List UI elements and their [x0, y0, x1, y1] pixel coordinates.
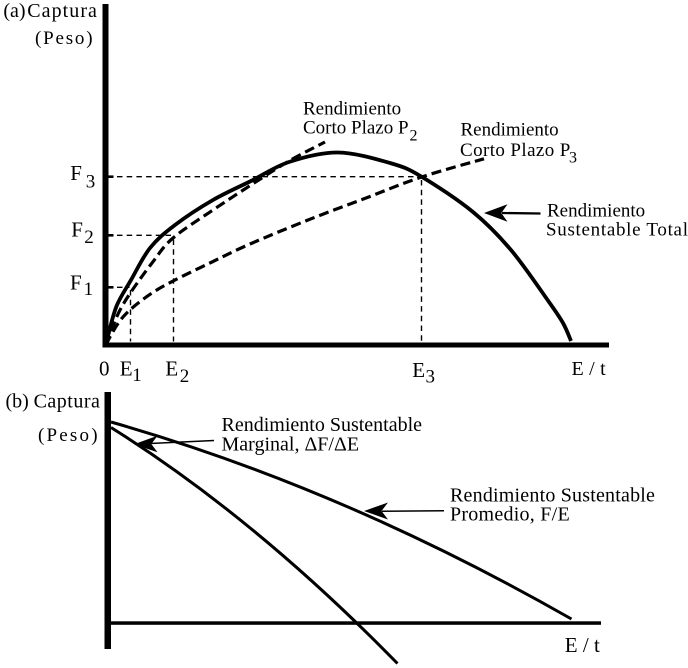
svg-text:2: 2 — [180, 366, 190, 387]
svg-text:1: 1 — [132, 365, 142, 386]
svg-text:3: 3 — [86, 171, 96, 192]
svg-text:1: 1 — [84, 279, 94, 300]
svg-text:Sustentable Total: Sustentable Total — [546, 219, 688, 240]
svg-text:Corto Plazo P: Corto Plazo P — [460, 140, 571, 161]
svg-text:(Peso): (Peso) — [35, 28, 94, 49]
svg-text:Rendimiento Sustentable: Rendimiento Sustentable — [222, 414, 423, 436]
svg-text:Captura: Captura — [27, 0, 98, 22]
svg-text:Rendimiento: Rendimiento — [461, 120, 559, 141]
svg-text:Rendimiento Sustentable: Rendimiento Sustentable — [450, 485, 655, 507]
svg-text:(Peso): (Peso) — [38, 425, 100, 446]
svg-text:Corto Plazo P: Corto Plazo P — [303, 118, 409, 139]
svg-text:Promedio, F/E: Promedio, F/E — [450, 503, 570, 525]
svg-text:F: F — [71, 217, 83, 241]
svg-text:2: 2 — [410, 128, 418, 145]
svg-text:Rendimiento: Rendimiento — [303, 99, 401, 120]
svg-text:E: E — [165, 357, 178, 381]
svg-text:F: F — [70, 161, 82, 185]
svg-text:0: 0 — [99, 357, 110, 381]
svg-text:3: 3 — [426, 367, 436, 388]
svg-text:E: E — [412, 358, 425, 382]
svg-text:(a): (a) — [3, 0, 25, 22]
svg-text:Marginal, ΔF/ΔE: Marginal, ΔF/ΔE — [222, 433, 360, 455]
svg-text:E / t: E / t — [572, 358, 607, 380]
svg-text:Rendimiento: Rendimiento — [547, 201, 645, 222]
svg-text:(b): (b) — [6, 391, 29, 413]
svg-text:2: 2 — [84, 227, 94, 248]
svg-text:3: 3 — [569, 150, 577, 167]
svg-text:Captura: Captura — [34, 391, 101, 413]
svg-text:E: E — [120, 356, 133, 380]
svg-text:E / t: E / t — [565, 633, 600, 657]
svg-text:F: F — [70, 271, 82, 295]
